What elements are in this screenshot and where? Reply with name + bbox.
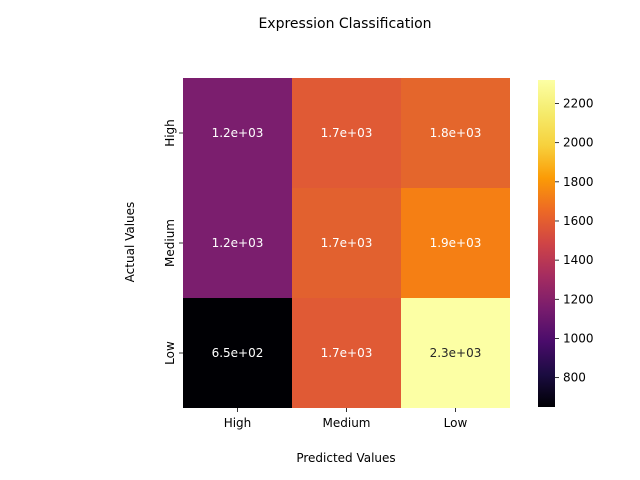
colorbar-tick-label: 800 bbox=[563, 371, 586, 385]
chart-title: Expression Classification bbox=[258, 16, 431, 32]
x-axis: High Medium Low bbox=[224, 408, 468, 430]
colorbar-tick-label: 1200 bbox=[563, 292, 594, 306]
colorbar-tick-label: 1600 bbox=[563, 214, 594, 228]
cell-value-label: 1.2e+03 bbox=[212, 236, 264, 250]
x-axis-label: Predicted Values bbox=[296, 451, 395, 465]
colorbar-tick-label: 2200 bbox=[563, 96, 594, 110]
cell-value-label: 1.2e+03 bbox=[212, 126, 264, 140]
heatmap-cell bbox=[401, 298, 510, 408]
colorbar-ticks: 800 1000 1200 1400 1600 1800 2000 2200 bbox=[555, 96, 594, 385]
cell-value-label: 6.5e+02 bbox=[212, 346, 264, 360]
colorbar-tick-label: 1800 bbox=[563, 175, 594, 189]
cell-value-label: 1.8e+03 bbox=[430, 126, 482, 140]
y-tick-label: Low bbox=[163, 341, 177, 365]
cell-value-label: 1.7e+03 bbox=[321, 236, 373, 250]
y-axis-label: Actual Values bbox=[123, 202, 137, 283]
cell-value-label: 1.9e+03 bbox=[430, 236, 482, 250]
heatmap-cell bbox=[401, 188, 510, 298]
heatmap-cell bbox=[292, 188, 401, 298]
y-tick-label: Medium bbox=[163, 219, 177, 267]
heatmap-cell bbox=[183, 298, 292, 408]
heatmap-cell bbox=[401, 78, 510, 188]
y-axis: High Medium Low bbox=[163, 119, 183, 365]
cell-value-label: 1.7e+03 bbox=[321, 346, 373, 360]
colorbar bbox=[538, 80, 555, 407]
x-tick-label: High bbox=[224, 416, 252, 430]
colorbar-tick-label: 1400 bbox=[563, 253, 594, 267]
cell-value-label: 1.7e+03 bbox=[321, 126, 373, 140]
colorbar-tick-label: 1000 bbox=[563, 331, 594, 345]
x-tick-label: Medium bbox=[323, 416, 371, 430]
colorbar-tick-label: 2000 bbox=[563, 136, 594, 150]
heatmap-cell bbox=[292, 78, 401, 188]
cell-value-label: 2.3e+03 bbox=[430, 346, 482, 360]
x-tick-label: Low bbox=[444, 416, 468, 430]
heatmap-cell bbox=[183, 78, 292, 188]
heatmap-cell bbox=[292, 298, 401, 408]
heatmap-cell bbox=[183, 188, 292, 298]
heatmap-cells: 1.2e+03 1.7e+03 1.8e+03 1.2e+03 1.7e+03 1.9e+… bbox=[183, 78, 510, 408]
y-tick-label: High bbox=[163, 119, 177, 147]
